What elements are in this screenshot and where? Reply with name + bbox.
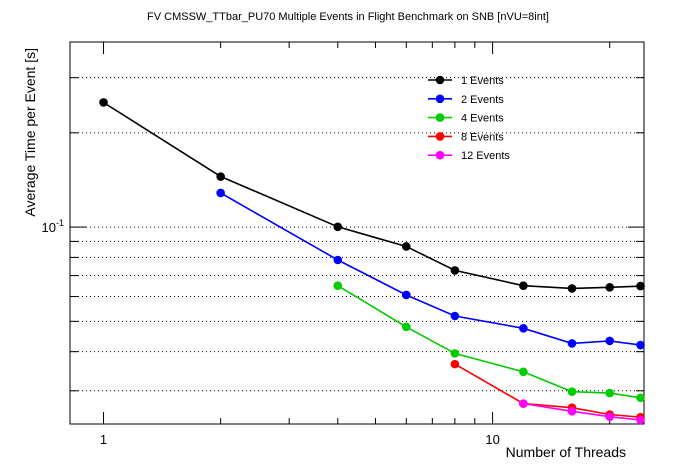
legend-label: 1 Events	[461, 75, 504, 87]
legend-entry: 1 Events	[428, 75, 504, 87]
legend-label: 2 Events	[461, 94, 504, 106]
data-point	[519, 399, 528, 408]
legend-entry: 8 Events	[428, 131, 504, 143]
legend-entry: 4 Events	[428, 113, 504, 125]
data-point	[567, 284, 577, 293]
plot-frame	[69, 41, 645, 425]
legend-marker	[435, 113, 445, 122]
data-point	[216, 172, 225, 181]
data-point	[216, 188, 225, 198]
data-point	[450, 266, 460, 275]
data-point	[605, 283, 615, 292]
data-point	[99, 98, 108, 107]
legend-marker	[435, 150, 445, 160]
data-point	[401, 242, 411, 251]
series-line	[220, 192, 641, 346]
legend-label: 12 Events	[461, 150, 510, 162]
data-point	[333, 222, 343, 232]
data-point	[450, 359, 460, 369]
series-1	[99, 98, 645, 293]
series-layer	[99, 98, 645, 425]
x-tick-label: 10	[485, 432, 499, 447]
series-3	[333, 281, 645, 403]
data-point	[333, 281, 343, 290]
legend: 1 Events 2 Events 4 Events 8 Events 12 Event…	[428, 75, 510, 162]
data-point	[519, 324, 528, 333]
data-point	[636, 340, 645, 350]
chart-title: FV CMSSW_TTbar_PU70 Multiple Events in F…	[147, 11, 549, 23]
data-point	[567, 407, 577, 416]
data-point	[450, 349, 460, 358]
data-point	[636, 393, 645, 403]
series-line	[523, 402, 641, 421]
legend-label: 8 Events	[461, 131, 504, 143]
data-point	[567, 339, 577, 348]
data-point	[519, 281, 528, 290]
series-5	[519, 399, 645, 425]
data-point	[333, 255, 343, 265]
data-point	[605, 388, 615, 398]
data-point	[519, 367, 528, 377]
data-point	[567, 387, 577, 397]
data-point	[401, 322, 411, 332]
legend-marker	[435, 75, 445, 85]
series-2	[216, 188, 645, 350]
legend-marker	[435, 94, 445, 104]
legend-label: 4 Events	[461, 113, 504, 125]
data-point	[636, 281, 645, 291]
x-axis-label: Number of Threads	[506, 444, 626, 460]
legend-marker	[435, 132, 445, 141]
data-point	[605, 336, 615, 346]
legend-entry: 2 Events	[428, 94, 504, 106]
data-point	[605, 412, 615, 421]
data-point	[636, 415, 645, 425]
data-point	[450, 311, 460, 321]
y-axis-label: Average Time per Event [s]	[22, 48, 38, 217]
x-tick-label: 1	[100, 432, 107, 447]
legend-entry: 12 Events	[428, 150, 510, 162]
data-point	[401, 290, 411, 300]
